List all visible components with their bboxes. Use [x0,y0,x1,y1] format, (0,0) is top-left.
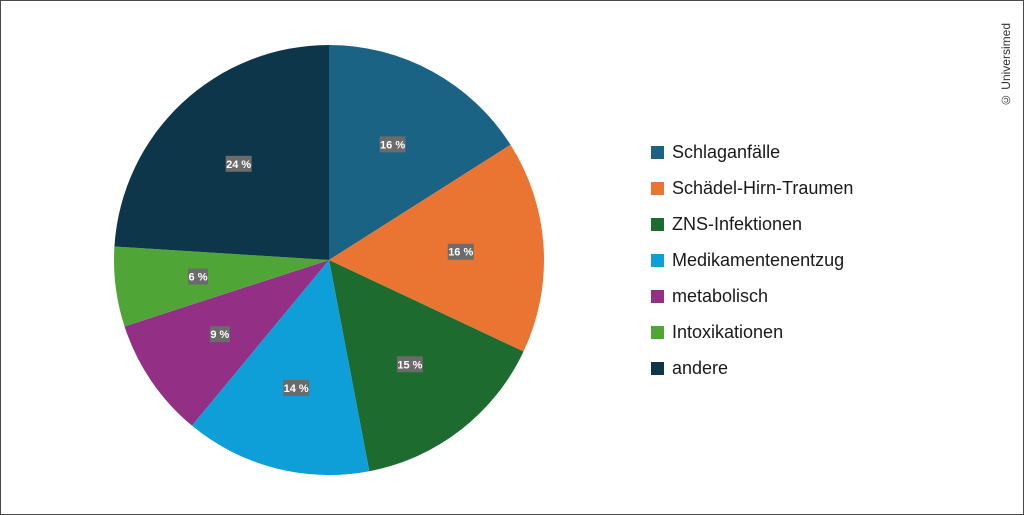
slice-label-2: 15 % [396,356,423,373]
legend-item-0: Schlaganfälle [651,134,853,170]
slice-label-5: 6 % [188,268,209,285]
legend-swatch [651,253,664,267]
legend-swatch [651,145,664,159]
slice-label-text: 15 % [397,359,422,371]
slice-label-3: 14 % [283,379,310,396]
slice-label-4: 9 % [209,326,230,343]
pie-slice-1 [329,144,544,352]
slice-label-background [188,268,209,285]
pie-slices [114,45,544,475]
slice-label-background [379,136,406,153]
pie-slice-0 [329,45,511,260]
legend-swatch [651,361,664,375]
slice-label-background [396,356,423,373]
pie-slice-4 [124,260,329,426]
legend-label: metabolisch [672,285,769,306]
legend-swatch [651,289,664,303]
legend-label: Schädel-Hirn-Traumen [672,177,854,198]
slice-label-background [225,155,252,172]
legend-item-2: ZNS-Infektionen [651,206,853,242]
legend-label: andere [672,357,729,378]
legend-item-6: andere [651,350,853,386]
legend-swatch [651,217,664,231]
legend-swatch [651,325,664,339]
slice-label-1: 16 % [447,243,474,260]
legend-item-5: Intoxikationen [651,314,853,350]
legend-item-4: metabolisch [651,278,853,314]
legend-item-1: Schädel-Hirn-Traumen [651,170,853,206]
slice-label-background [283,379,310,396]
legend-label: Schlaganfälle [672,141,781,162]
slice-label-0: 16 % [379,136,406,153]
legend-label: Intoxikationen [672,321,784,342]
slice-label-text: 6 % [189,272,208,284]
legend-label: ZNS-Infektionen [672,213,803,234]
legend-swatch [651,181,664,195]
pie-slice-5 [114,246,329,327]
pie-slice-3 [191,260,370,475]
slice-label-6: 24 % [225,155,252,172]
legend-label: Medikamentenentzug [672,249,845,270]
pie-slice-6 [114,45,329,260]
pie-labels: 16 % 16 % 15 % 14 % 9 % 6 % 24 % [188,136,474,396]
copyright-notice: © Universimed [999,23,1013,108]
slice-label-text: 24 % [226,159,251,171]
slice-label-background [209,326,230,343]
slice-label-text: 16 % [380,139,405,151]
slice-label-text: 9 % [210,329,229,341]
pie-slice-2 [329,260,524,472]
slice-label-text: 16 % [448,247,473,259]
chart-legend: Schlaganfälle Schädel-Hirn-Traumen ZNS-Inf… [651,134,853,386]
slice-label-background [447,243,474,260]
slice-label-text: 14 % [284,383,309,395]
legend-item-3: Medikamentenentzug [651,242,853,278]
